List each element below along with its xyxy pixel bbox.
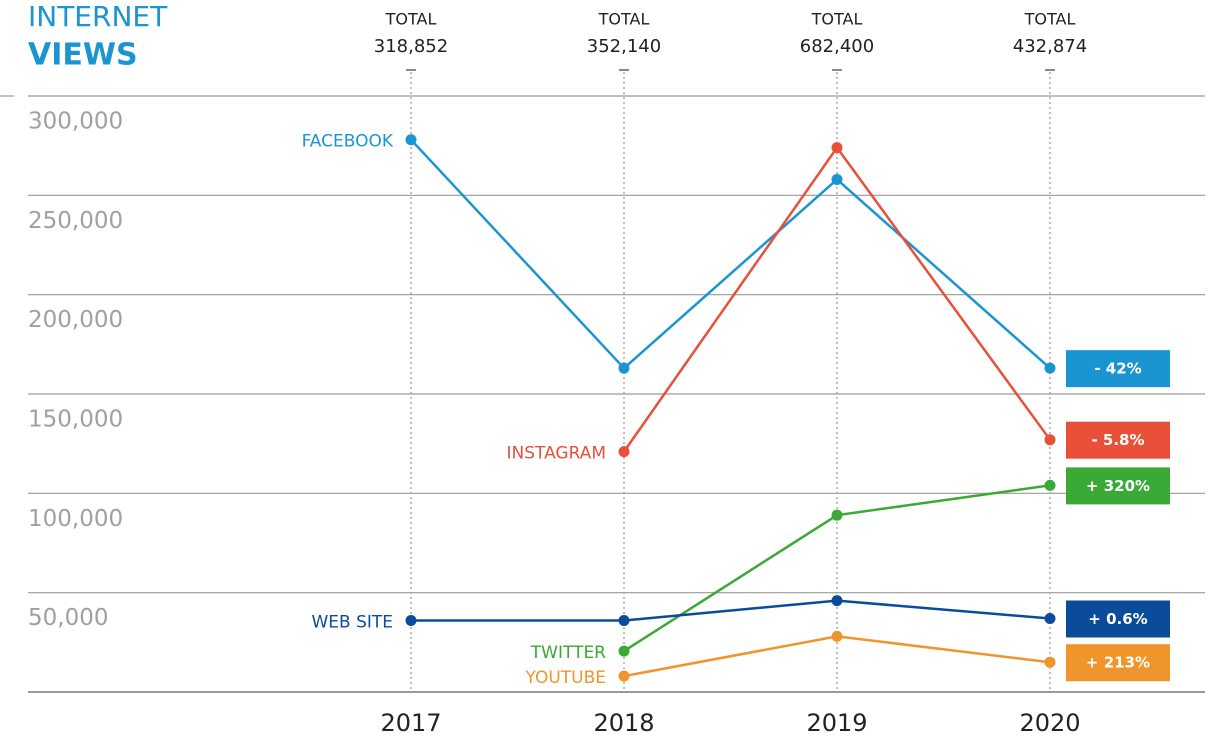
x-tick-label: 2018 [593,709,654,737]
total-value: 318,852 [374,36,448,57]
total-value: 432,874 [1013,36,1087,57]
change-label: + 320% [1086,477,1150,495]
data-point [618,614,630,626]
x-tick-label: 2017 [380,709,441,737]
chart-title: INTERNET [28,0,168,33]
data-point [618,645,630,657]
data-point [1044,434,1056,446]
data-point [831,142,843,154]
chart-subtitle: VIEWS [28,38,138,73]
total-value: 682,400 [800,36,874,57]
y-tick-label: 250,000 [28,208,123,234]
data-point [1044,656,1056,668]
y-tick-label: 200,000 [28,307,123,333]
total-label: TOTAL [1024,10,1076,29]
series-line [410,138,1051,370]
y-tick-label: 50,000 [28,605,108,631]
change-label: + 0.6% [1088,610,1147,628]
total-label: TOTAL [385,10,437,29]
change-badge [1066,421,1170,459]
total-label: TOTAL [811,10,863,29]
series-label: YOUTUBE [524,668,606,688]
data-point [618,362,630,374]
x-tick-label: 2020 [1019,709,1080,737]
change-badge [1066,350,1170,388]
data-point [618,446,630,458]
change-label: + 213% [1086,654,1150,672]
change-badge [1066,600,1170,638]
data-point [1044,362,1056,374]
change-label: - 42% [1094,360,1141,378]
series-label: WEB SITE [311,612,393,632]
series-line [411,599,1051,622]
x-tick-label: 2019 [806,709,867,737]
total-label: TOTAL [598,10,650,29]
change-badge [1066,644,1170,682]
series-label: INSTAGRAM [506,444,606,464]
series-label: TWITTER [530,643,606,663]
change-label: - 5.8% [1091,431,1144,449]
y-tick-label: 300,000 [28,109,123,135]
data-point [405,614,417,626]
data-point [831,509,843,521]
data-point [831,595,843,607]
total-value: 352,140 [587,36,661,57]
data-point [831,630,843,642]
series-label: FACEBOOK [302,132,394,152]
data-point [405,134,417,146]
data-point [618,670,630,682]
y-tick-label: 150,000 [28,407,123,433]
data-point [831,173,843,185]
y-tick-label: 100,000 [28,506,123,532]
data-point [1044,479,1056,491]
change-badge [1066,467,1170,505]
data-point [1044,612,1056,624]
